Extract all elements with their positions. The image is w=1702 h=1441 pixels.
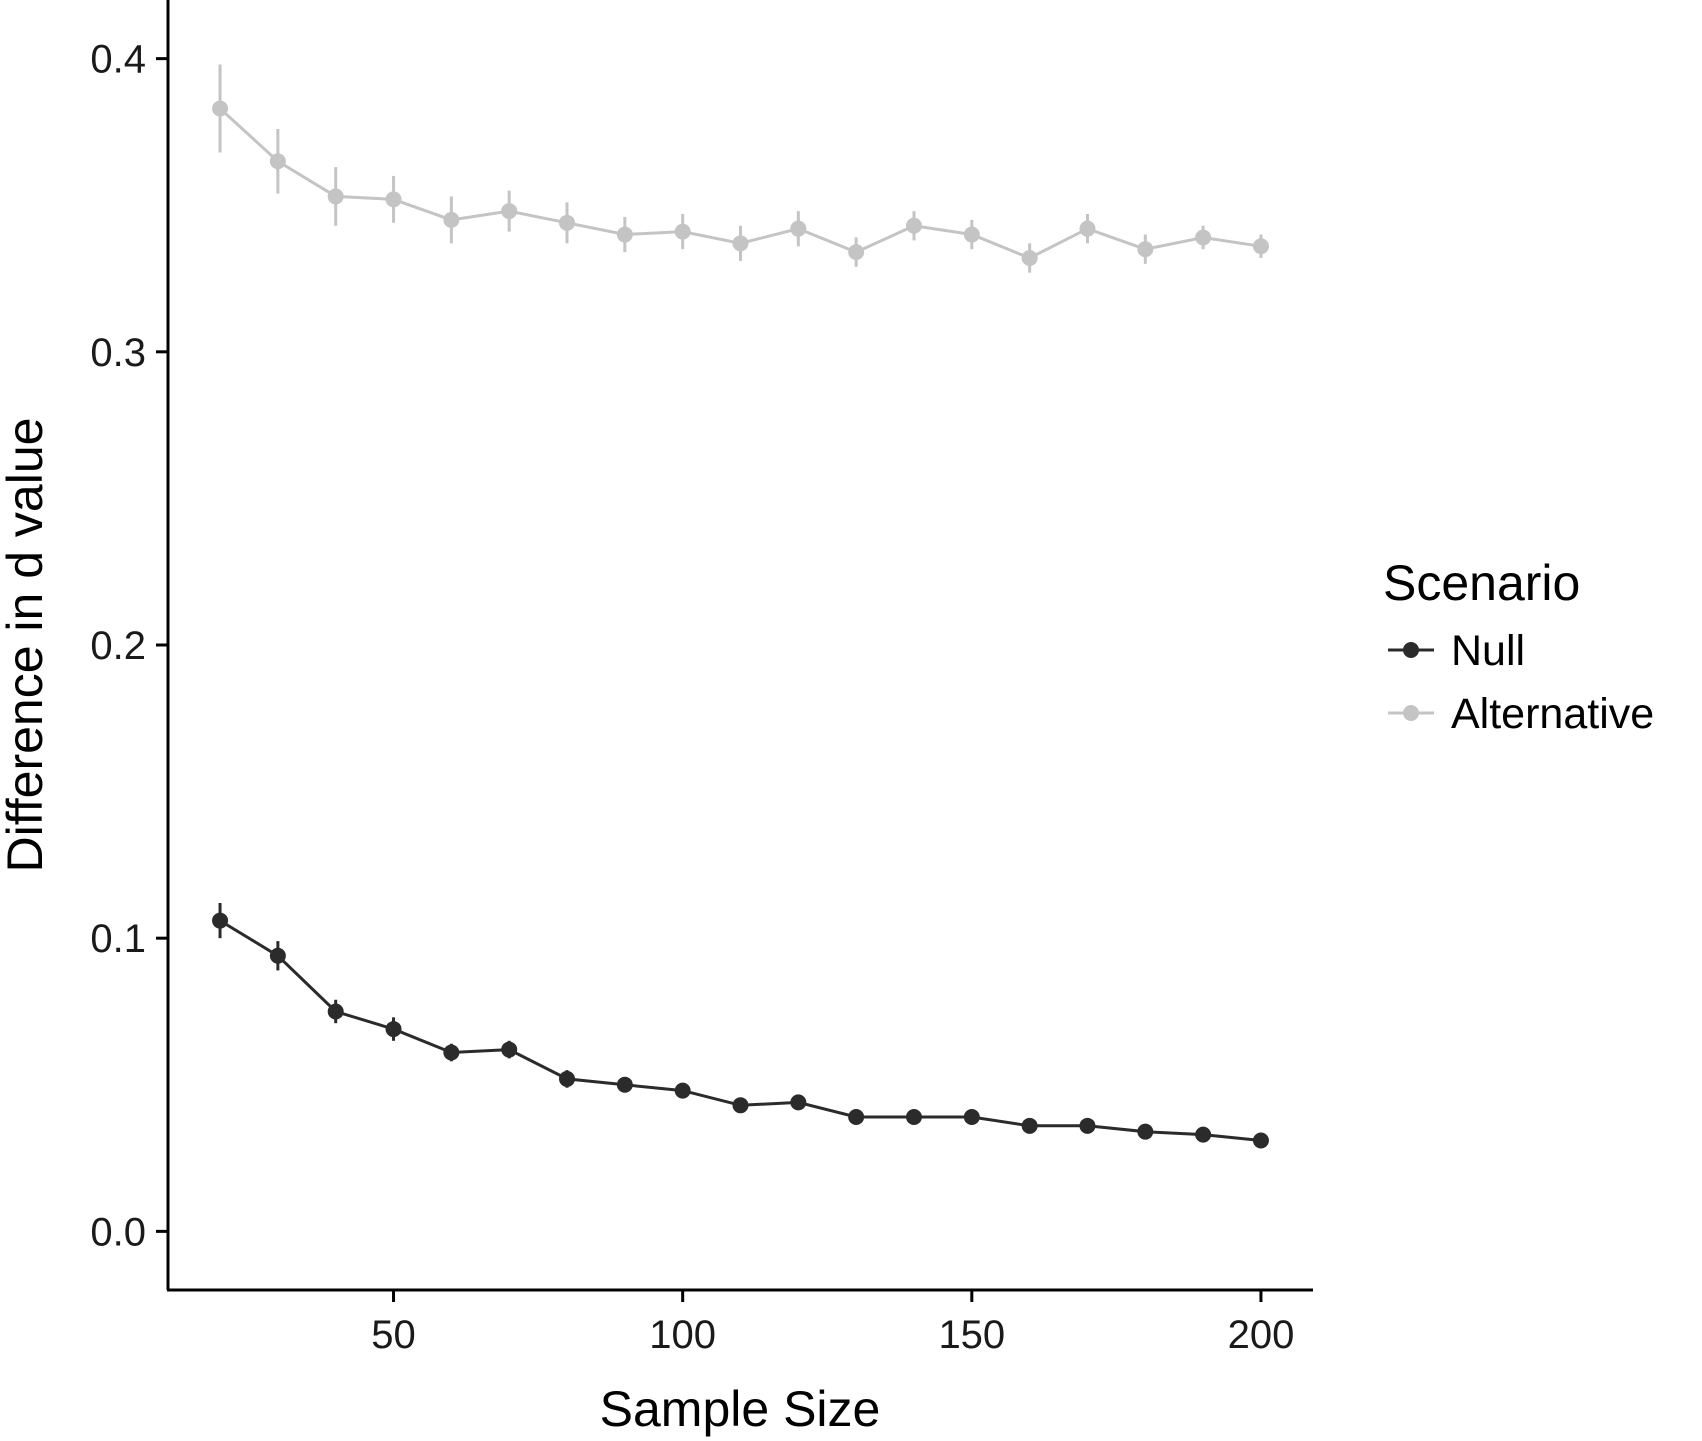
- data-point-null: [269, 947, 286, 964]
- data-point-null: [385, 1021, 402, 1038]
- y-tick-label: 0.1: [90, 917, 146, 961]
- y-tick-label: 0.2: [90, 624, 146, 668]
- x-tick-label: 50: [371, 1313, 416, 1357]
- y-axis-title: Difference in d value: [0, 418, 53, 873]
- x-tick-label: 200: [1228, 1313, 1295, 1357]
- data-point-null: [848, 1109, 865, 1126]
- data-point-alternative: [1137, 241, 1154, 258]
- data-point-null: [1079, 1117, 1096, 1134]
- data-point-null: [212, 912, 229, 929]
- data-point-alternative: [212, 100, 229, 117]
- data-point-alternative: [559, 214, 576, 231]
- data-point-null: [1252, 1132, 1269, 1149]
- data-point-alternative: [1195, 229, 1212, 246]
- data-point-alternative: [1079, 220, 1096, 237]
- data-point-null: [327, 1003, 344, 1020]
- legend-label-alternative: Alternative: [1451, 690, 1654, 738]
- data-point-alternative: [963, 226, 980, 243]
- data-point-null: [559, 1070, 576, 1087]
- legend-item-alternative: Alternative: [1388, 690, 1654, 738]
- data-point-alternative: [616, 226, 633, 243]
- legend-title: Scenario: [1383, 555, 1580, 611]
- data-point-null: [1021, 1117, 1038, 1134]
- y-tick-label: 0.3: [90, 331, 146, 375]
- x-tick-label: 150: [938, 1313, 1005, 1357]
- data-point-alternative: [848, 244, 865, 261]
- data-point-null: [1137, 1123, 1154, 1140]
- y-ticks: 0.0 0.1 0.2 0.3 0.4: [90, 38, 168, 1254]
- y-tick-label: 0.4: [90, 38, 146, 82]
- data-point-null: [674, 1082, 691, 1099]
- data-point-alternative: [905, 217, 922, 234]
- data-point-null: [1195, 1126, 1212, 1143]
- data-point-alternative: [1252, 238, 1269, 255]
- data-point-null: [616, 1076, 633, 1093]
- data-point-null: [501, 1041, 518, 1058]
- data-point-alternative: [385, 191, 402, 208]
- data-point-alternative: [674, 223, 691, 240]
- data-point-null: [443, 1044, 460, 1061]
- series-alternative: [212, 64, 1269, 273]
- x-ticks: 50 100 150 200: [371, 1290, 1294, 1357]
- series-layer: [212, 64, 1269, 1149]
- series-null: [212, 903, 1269, 1149]
- legend: Scenario Null Alternative: [1383, 555, 1654, 738]
- data-point-alternative: [443, 211, 460, 228]
- legend-label-null: Null: [1451, 627, 1525, 675]
- data-point-alternative: [501, 203, 518, 220]
- data-point-alternative: [327, 188, 344, 205]
- data-point-null: [963, 1109, 980, 1126]
- legend-key-point: [1403, 705, 1419, 721]
- x-axis-title: Sample Size: [600, 1381, 881, 1437]
- legend-item-null: Null: [1388, 627, 1525, 675]
- legend-key-point: [1403, 642, 1419, 658]
- data-point-null: [790, 1094, 807, 1111]
- data-point-alternative: [1021, 250, 1038, 266]
- y-tick-label: 0.0: [90, 1210, 146, 1254]
- x-tick-label: 100: [649, 1313, 716, 1357]
- data-point-null: [732, 1097, 749, 1114]
- data-point-alternative: [269, 153, 286, 170]
- data-point-alternative: [732, 235, 749, 252]
- data-point-alternative: [790, 220, 807, 237]
- data-point-null: [905, 1109, 922, 1126]
